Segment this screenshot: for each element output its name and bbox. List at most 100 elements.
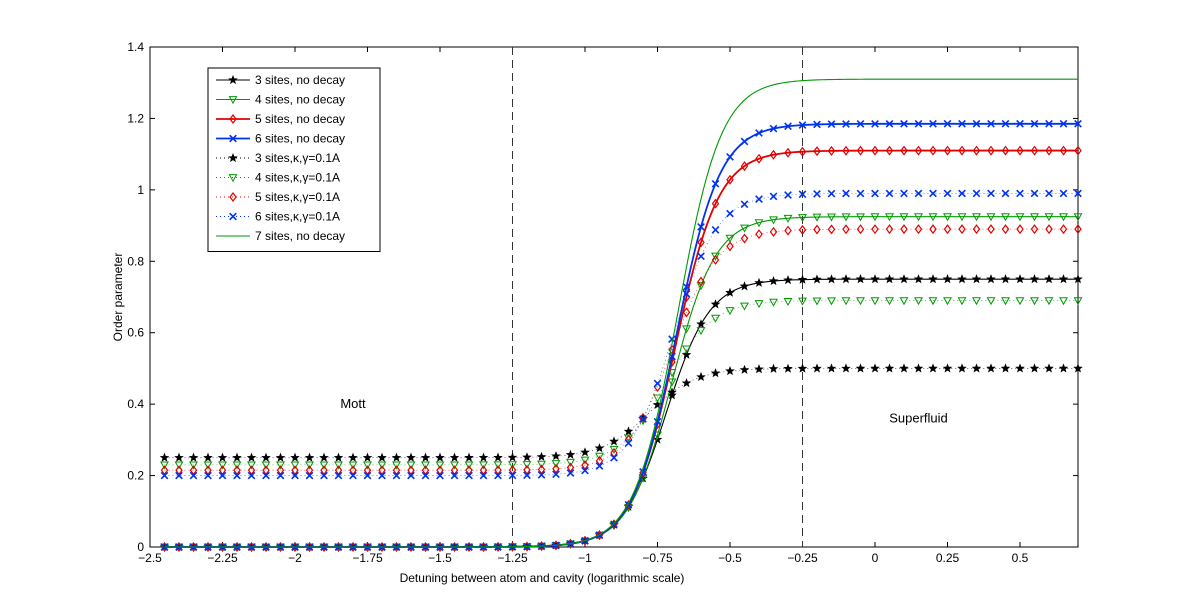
triangle-marker [1073,213,1083,222]
triangle-marker [870,297,880,306]
triangle-marker [421,461,430,470]
triangle-marker [377,461,387,470]
x-marker [856,120,865,128]
triangle-marker [841,297,851,306]
diamond-marker [798,146,807,157]
diamond-marker [508,465,517,476]
triangle-marker [885,213,894,222]
star-marker [348,452,358,462]
x-marker [827,189,836,198]
x-marker [900,119,908,128]
triangle-marker [319,461,329,470]
triangle-marker [189,461,198,470]
star-marker [681,378,692,388]
x-marker [726,209,734,218]
star-marker [232,452,242,462]
x-marker [334,471,343,480]
triangle-marker [856,213,865,222]
star-marker [783,275,793,285]
triangle-marker [798,214,807,223]
star-marker [551,451,561,461]
x-marker [407,471,415,480]
diamond-marker [639,467,647,478]
triangle-marker [798,297,807,306]
series-6 [160,297,1083,470]
triangle-marker [827,213,836,222]
x-marker [233,471,241,480]
x-marker [392,471,401,480]
star-marker [971,363,982,373]
x-marker [943,119,952,128]
x-marker [726,153,734,161]
x-axis-title: Detuning between atom and cavity (logari… [400,571,685,585]
x-marker [813,189,821,198]
x-tick-label: −2.25 [207,551,238,565]
x-marker [958,119,966,128]
star-marker [261,452,271,462]
triangle-marker [247,461,256,470]
star-marker [1058,274,1069,284]
triangle-marker [972,297,981,306]
star-marker [870,274,880,284]
diamond-marker [378,465,386,476]
triangle-marker [1059,297,1068,306]
diamond-marker [1030,224,1039,235]
triangle-marker [1030,297,1039,306]
star-marker [870,363,880,373]
diamond-marker [726,174,734,185]
triangle-marker [290,461,300,470]
diamond-marker [943,145,952,156]
series-8 [160,189,1082,480]
star-marker [797,274,808,284]
x-marker [1001,119,1010,128]
star-marker [928,274,938,284]
triangle-marker [754,300,764,309]
diamond-marker [711,198,720,209]
triangle-marker [1059,213,1068,222]
star-marker [594,443,605,453]
star-marker [841,274,851,284]
triangle-marker [1015,297,1025,306]
diamond-marker [392,465,401,476]
star-marker [913,363,924,373]
triangle-marker [841,213,851,222]
diamond-marker [160,465,169,476]
diamond-marker [784,225,792,236]
diamond-marker [465,465,473,476]
x-marker [929,119,937,128]
legend-entry: 3 sites,κ,γ=0.1A [216,151,340,165]
star-marker [464,452,474,462]
diamond-marker [856,145,865,156]
x-marker [813,120,821,129]
diamond-marker [682,307,691,318]
x-marker [711,226,720,234]
triangle-marker [856,297,865,306]
triangle-marker [566,458,575,467]
triangle-marker [479,461,488,470]
series-line [164,228,1078,471]
x-marker [229,212,237,221]
triangle-marker [595,452,604,461]
triangle-marker [972,213,981,222]
y-tick-label: 1.2 [127,111,144,125]
x-marker [1016,189,1024,198]
star-marker [928,363,938,373]
y-tick-label: 1.4 [127,40,144,54]
x-marker [552,470,560,479]
diamond-marker [1074,145,1082,156]
x-marker [798,121,807,129]
star-marker [493,452,503,462]
diamond-marker [1016,224,1024,235]
star-marker [1044,274,1054,284]
triangle-marker [232,461,242,470]
star-marker [449,452,460,462]
diamond-marker [450,465,459,476]
star-marker [420,452,431,462]
diamond-marker [537,464,546,475]
triangle-marker [928,297,938,306]
triangle-marker [493,461,503,470]
triangle-marker [1015,213,1025,222]
triangle-marker [305,461,314,470]
triangle-marker [667,369,677,378]
diamond-marker [987,224,995,235]
